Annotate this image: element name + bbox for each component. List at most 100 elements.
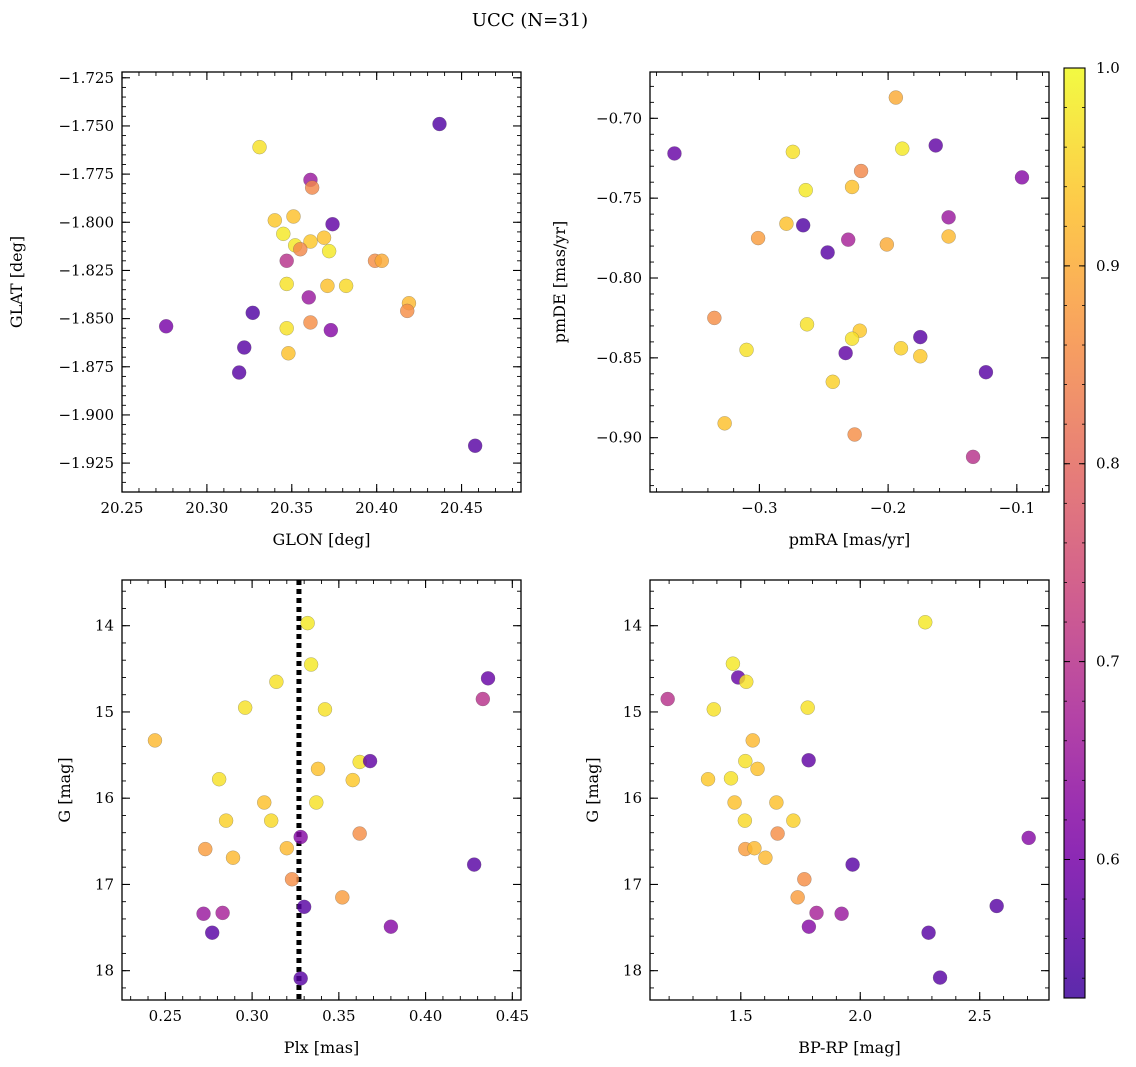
y-tick-label: 18 xyxy=(623,962,642,980)
y-axis-label: pmDE [mas/yr] xyxy=(550,221,569,344)
data-point xyxy=(801,753,816,768)
data-point xyxy=(825,374,840,390)
y-tick-label: −0.90 xyxy=(596,429,642,447)
data-point xyxy=(750,230,766,246)
colorbar-tick-label: 0.7 xyxy=(1096,653,1120,671)
x-tick-label: 2.0 xyxy=(848,1007,872,1025)
data-point xyxy=(198,841,213,857)
data-point xyxy=(895,141,910,156)
data-point xyxy=(205,925,220,940)
data-point xyxy=(800,700,815,715)
x-tick-label: 20.45 xyxy=(440,499,483,517)
x-tick-label: 0.30 xyxy=(235,1007,268,1025)
data-point xyxy=(838,345,853,361)
x-tick-label: 2.5 xyxy=(968,1007,992,1025)
x-axis-label: GLON [deg] xyxy=(272,530,370,549)
data-point xyxy=(745,733,760,748)
panels: 20.25 20.30 20.35 20.40 20.45 −1.725 −1.750 −1.… xyxy=(7,69,1050,1057)
data-point xyxy=(769,795,784,810)
data-point xyxy=(795,218,811,233)
data-point xyxy=(225,850,241,865)
colorbar-tick-label: 0.8 xyxy=(1096,455,1120,473)
data-point xyxy=(466,857,482,872)
data-point xyxy=(301,290,316,305)
data-point xyxy=(400,303,415,319)
y-tick-label: −1.900 xyxy=(58,406,114,424)
data-point xyxy=(279,253,294,269)
data-point xyxy=(383,919,399,934)
data-point xyxy=(879,237,895,252)
data-point xyxy=(700,772,716,787)
data-point xyxy=(320,278,335,294)
data-point xyxy=(928,138,943,153)
data-point xyxy=(913,329,928,345)
data-point xyxy=(338,278,354,294)
data-point xyxy=(727,795,742,810)
data-point xyxy=(267,213,283,228)
x-tick-label: 0.45 xyxy=(496,1007,529,1025)
data-point xyxy=(432,116,447,132)
data-point xyxy=(707,310,722,326)
major-ticks xyxy=(650,580,1049,1000)
data-point xyxy=(303,234,318,249)
panel-3: 0.25 0.30 0.35 0.40 0.45 14 15 16 17 18 Plx [mas] G… xyxy=(55,579,529,1057)
data-point xyxy=(304,180,320,195)
data-point xyxy=(844,179,860,195)
data-point xyxy=(279,321,294,336)
data-point xyxy=(257,795,272,810)
data-point xyxy=(1014,170,1030,185)
colorbar: 0.6 0.7 0.8 0.9 1.0 xyxy=(1063,59,1120,999)
colorbar-tick-label: 0.6 xyxy=(1096,850,1120,868)
x-axis-label: Plx [mas] xyxy=(284,1038,359,1057)
data-point xyxy=(374,253,389,269)
scatter-points xyxy=(667,90,1030,465)
data-point xyxy=(820,245,835,260)
data-point xyxy=(293,829,308,845)
data-point xyxy=(218,813,234,828)
data-point xyxy=(467,438,483,453)
data-point xyxy=(847,427,862,442)
colorbar-tick-label: 1.0 xyxy=(1096,59,1120,77)
minor-ticks xyxy=(650,580,1049,1000)
x-tick-label: 20.35 xyxy=(270,499,313,517)
x-axis-label: pmRA [mas/yr] xyxy=(789,530,911,549)
data-point xyxy=(362,753,378,769)
y-tick-label: −1.925 xyxy=(58,454,114,472)
data-point xyxy=(215,905,230,921)
x-tick-label: −0.2 xyxy=(870,499,906,517)
data-point xyxy=(286,209,301,224)
scatter-points xyxy=(660,615,1036,985)
data-point xyxy=(801,919,817,934)
data-point xyxy=(293,242,308,257)
major-ticks xyxy=(122,580,521,1000)
y-tick-label: −1.875 xyxy=(58,358,114,376)
y-axis-label: G [mag] xyxy=(583,757,602,822)
data-point xyxy=(158,319,174,334)
y-tick-label: −1.750 xyxy=(58,117,114,135)
x-axis-label: BP-RP [mag] xyxy=(798,1038,900,1057)
data-point xyxy=(245,305,260,321)
data-point xyxy=(1021,830,1036,846)
data-point xyxy=(231,365,247,380)
y-tick-label: 14 xyxy=(95,617,114,635)
data-point xyxy=(750,761,765,777)
data-point xyxy=(335,890,350,905)
data-point xyxy=(321,243,337,259)
scatter-points xyxy=(147,615,496,986)
data-point xyxy=(888,90,904,105)
data-point xyxy=(989,898,1004,914)
data-point xyxy=(269,674,284,689)
minor-ticks xyxy=(650,72,1049,492)
data-point xyxy=(786,813,801,828)
data-point xyxy=(263,813,279,828)
x-tick-label: −0.3 xyxy=(741,499,777,517)
data-point xyxy=(284,872,300,887)
data-point xyxy=(323,322,339,338)
data-point xyxy=(706,702,721,717)
data-point xyxy=(809,905,824,921)
data-point xyxy=(310,761,326,777)
data-point xyxy=(779,216,794,231)
axes-frame xyxy=(649,579,1050,1001)
data-point xyxy=(941,229,956,244)
